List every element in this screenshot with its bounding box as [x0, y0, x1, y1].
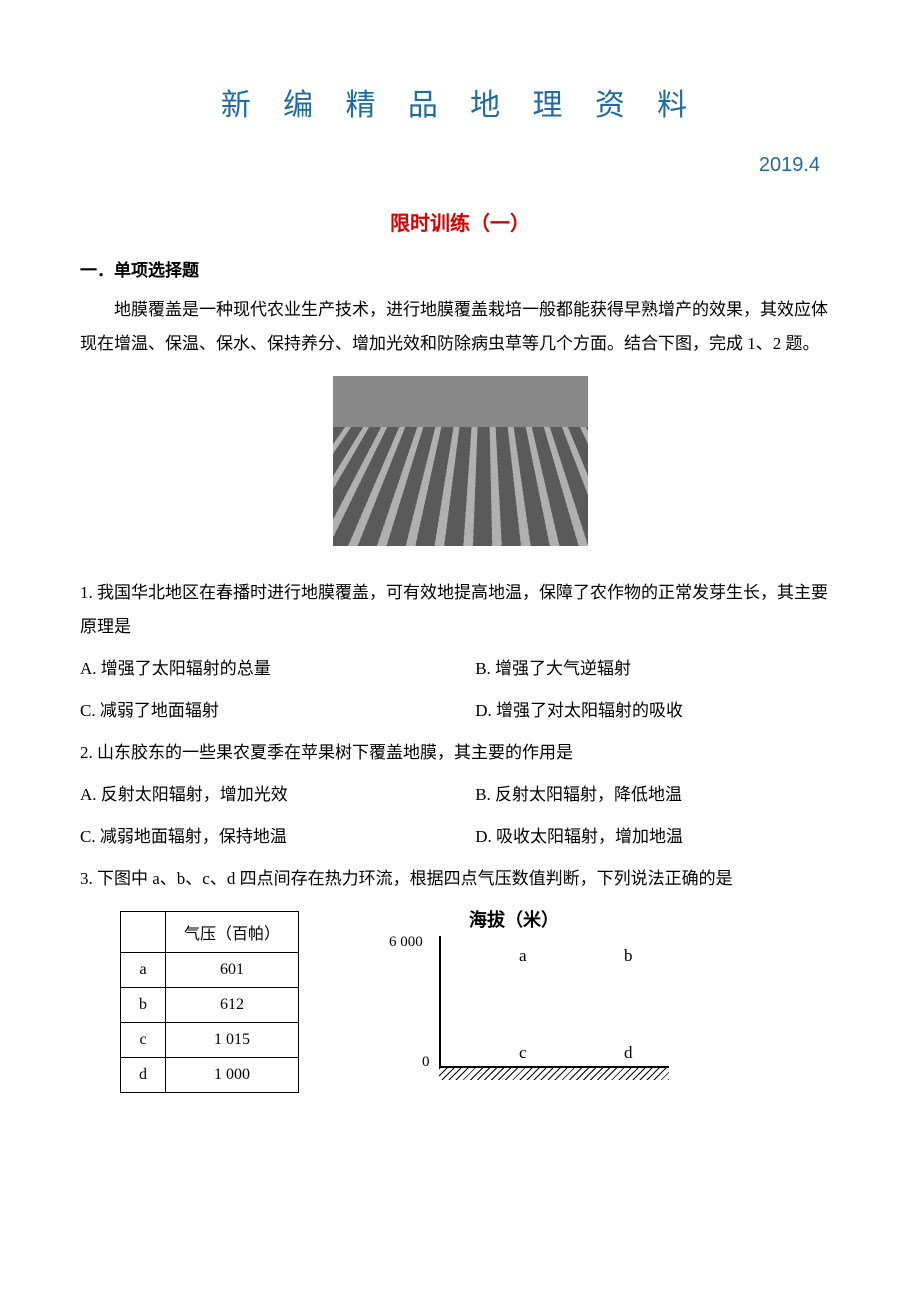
q2-option-d: D. 吸收太阳辐射，增加地温 — [475, 820, 840, 854]
pressure-table: 气压（百帕） a 601 b 612 c 1 015 d 1 000 — [120, 911, 299, 1093]
table-row: a 601 — [121, 953, 299, 988]
q2-option-c: C. 减弱地面辐射，保持地温 — [80, 820, 475, 854]
q2-option-b: B. 反射太阳辐射，降低地温 — [475, 778, 840, 812]
question-2: 2. 山东胶东的一些果农夏季在苹果树下覆盖地膜，其主要的作用是 — [80, 736, 840, 770]
table-cell-d-label: d — [121, 1058, 166, 1093]
table-cell-b-label: b — [121, 988, 166, 1023]
field-image-container — [80, 376, 840, 551]
table-cell-c-value: 1 015 — [166, 1023, 299, 1058]
table-header-row: 气压（百帕） — [121, 912, 299, 953]
altitude-chart: 海拔（米） 6 000 0 a b c d — [379, 911, 679, 1111]
field-image — [333, 376, 588, 546]
ground-hatching — [439, 1068, 669, 1080]
y-label-6000: 6 000 — [389, 934, 423, 951]
q2-option-a: A. 反射太阳辐射，增加光效 — [80, 778, 475, 812]
field-rows — [333, 427, 588, 546]
intro-paragraph: 地膜覆盖是一种现代农业生产技术，进行地膜覆盖栽培一般都能获得早熟增产的效果，其效… — [80, 293, 840, 361]
q1-options-row2: C. 减弱了地面辐射 D. 增强了对太阳辐射的吸收 — [80, 694, 840, 728]
section-title: 一．单项选择题 — [80, 256, 840, 281]
question-1: 1. 我国华北地区在春播时进行地膜覆盖，可有效地提高地温，保障了农作物的正常发芽… — [80, 576, 840, 644]
q1-option-a: A. 增强了太阳辐射的总量 — [80, 652, 475, 686]
table-cell-d-value: 1 000 — [166, 1058, 299, 1093]
date-label: 2019.4 — [80, 154, 840, 177]
point-b: b — [624, 946, 633, 966]
exercise-heading: 限时训练（一） — [80, 207, 840, 236]
table-cell-a-label: a — [121, 953, 166, 988]
table-header-pressure: 气压（百帕） — [166, 912, 299, 953]
table-row: c 1 015 — [121, 1023, 299, 1058]
table-cell-b-value: 612 — [166, 988, 299, 1023]
q1-options-row1: A. 增强了太阳辐射的总量 B. 增强了大气逆辐射 — [80, 652, 840, 686]
table-row: d 1 000 — [121, 1058, 299, 1093]
q2-options-row1: A. 反射太阳辐射，增加光效 B. 反射太阳辐射，降低地温 — [80, 778, 840, 812]
point-a: a — [519, 946, 527, 966]
point-d: d — [624, 1043, 633, 1063]
q1-option-b: B. 增强了大气逆辐射 — [475, 652, 840, 686]
main-title: 新 编 精 品 地 理 资 料 — [80, 80, 840, 124]
pressure-table-container: 气压（百帕） a 601 b 612 c 1 015 d 1 000 — [120, 911, 299, 1111]
question-3: 3. 下图中 a、b、c、d 四点间存在热力环流，根据四点气压数值判断，下列说法… — [80, 862, 840, 896]
table-cell-c-label: c — [121, 1023, 166, 1058]
bottom-section: 气压（百帕） a 601 b 612 c 1 015 d 1 000 海拔（米） — [80, 911, 840, 1111]
y-axis — [439, 936, 441, 1066]
point-c: c — [519, 1043, 527, 1063]
chart-title: 海拔（米） — [469, 906, 559, 932]
table-cell-a-value: 601 — [166, 953, 299, 988]
y-label-0: 0 — [422, 1054, 430, 1071]
table-row: b 612 — [121, 988, 299, 1023]
q2-options-row2: C. 减弱地面辐射，保持地温 D. 吸收太阳辐射，增加地温 — [80, 820, 840, 854]
table-header-blank — [121, 912, 166, 953]
q1-option-d: D. 增强了对太阳辐射的吸收 — [475, 694, 840, 728]
q1-option-c: C. 减弱了地面辐射 — [80, 694, 475, 728]
